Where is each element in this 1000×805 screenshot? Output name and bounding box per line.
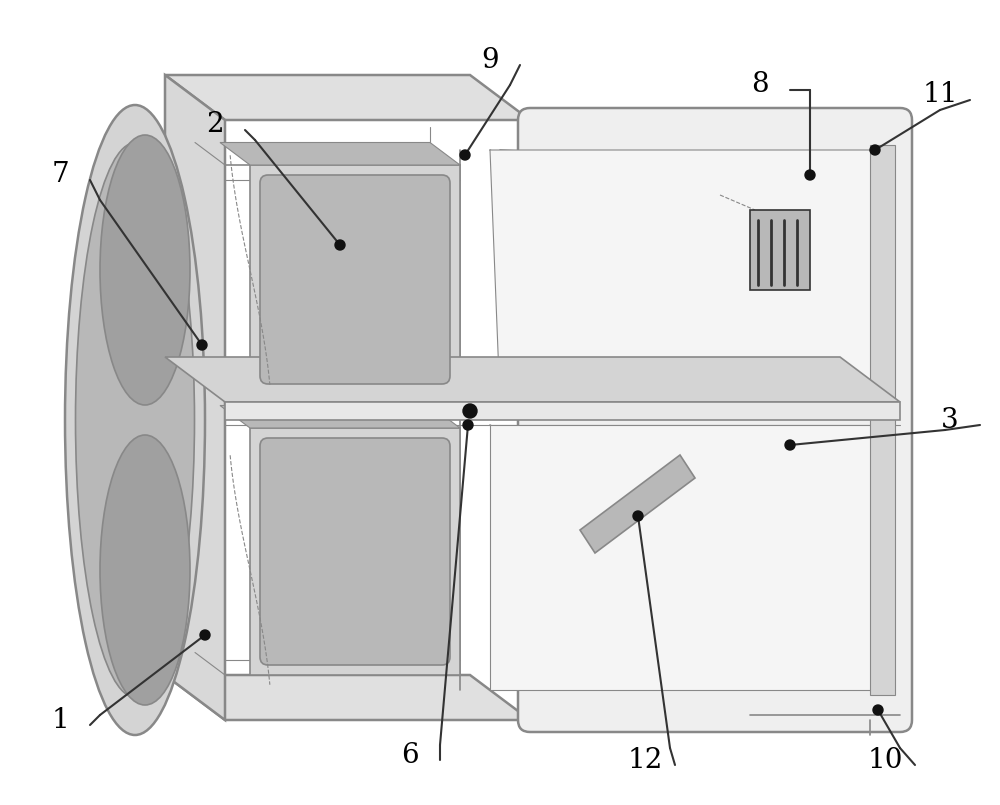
Polygon shape: [165, 75, 225, 720]
Circle shape: [785, 440, 795, 450]
Polygon shape: [580, 455, 695, 553]
Text: 1: 1: [51, 707, 69, 733]
Polygon shape: [250, 428, 460, 675]
Circle shape: [870, 145, 880, 155]
Text: 9: 9: [481, 47, 499, 73]
FancyBboxPatch shape: [518, 108, 912, 732]
Circle shape: [200, 630, 210, 640]
Text: 8: 8: [751, 72, 769, 98]
Circle shape: [463, 420, 473, 430]
Polygon shape: [165, 675, 530, 720]
Polygon shape: [250, 165, 460, 394]
Circle shape: [197, 340, 207, 350]
Circle shape: [335, 240, 345, 250]
Polygon shape: [490, 150, 880, 402]
Ellipse shape: [100, 135, 190, 405]
Polygon shape: [870, 145, 895, 695]
Circle shape: [805, 170, 815, 180]
Text: 11: 11: [922, 81, 958, 109]
Polygon shape: [225, 402, 900, 420]
Text: 12: 12: [627, 746, 663, 774]
Polygon shape: [220, 406, 460, 428]
Ellipse shape: [100, 435, 190, 705]
Polygon shape: [165, 357, 900, 402]
FancyBboxPatch shape: [260, 438, 450, 665]
Polygon shape: [490, 425, 880, 690]
Text: 2: 2: [206, 112, 224, 138]
Text: 3: 3: [941, 407, 959, 434]
Text: 10: 10: [867, 746, 903, 774]
Ellipse shape: [76, 142, 194, 697]
Circle shape: [463, 404, 477, 418]
Polygon shape: [220, 142, 460, 165]
FancyBboxPatch shape: [260, 175, 450, 384]
Polygon shape: [750, 210, 810, 290]
Circle shape: [873, 705, 883, 715]
Text: 6: 6: [401, 741, 419, 769]
Text: 7: 7: [51, 162, 69, 188]
Ellipse shape: [65, 105, 205, 735]
Circle shape: [633, 511, 643, 521]
Polygon shape: [165, 75, 530, 120]
Circle shape: [460, 150, 470, 160]
